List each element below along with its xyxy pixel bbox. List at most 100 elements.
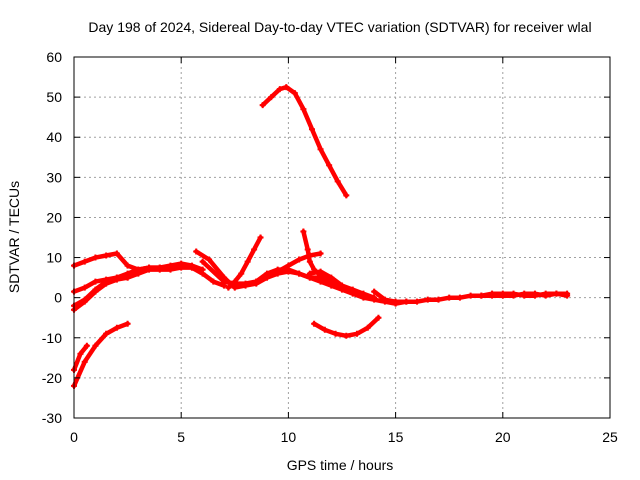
y-tick-label: -20 [42, 370, 62, 386]
data-point [306, 270, 313, 277]
x-tick-label: 10 [281, 429, 297, 445]
series-line [307, 269, 345, 288]
data-point [103, 280, 110, 287]
y-tick-label: 30 [46, 169, 62, 185]
data-point [259, 102, 266, 109]
data-point [392, 298, 399, 305]
data-point [317, 250, 324, 257]
x-tick-label: 0 [70, 429, 78, 445]
data-point [103, 252, 110, 259]
data-point [304, 246, 311, 253]
data-point [403, 298, 410, 305]
data-point [178, 264, 185, 271]
data-point [92, 342, 99, 349]
data-point [113, 324, 120, 331]
x-tick-label: 15 [388, 429, 404, 445]
data-point [257, 234, 264, 241]
data-point [83, 342, 90, 349]
data-point [188, 264, 195, 271]
data-point [328, 280, 335, 287]
y-axis-title: SDTVAR / TECUs [6, 181, 22, 293]
x-tick-label: 25 [602, 429, 618, 445]
data-point [92, 254, 99, 261]
data-point [274, 266, 281, 273]
data-point [113, 250, 120, 257]
data-point [354, 330, 361, 337]
axis-ticks: 0 5 10 15 20 25 -30 -20 -10 0 10 20 30 40 50 60 [42, 49, 618, 445]
y-tick-label: 10 [46, 250, 62, 266]
data-point [510, 292, 517, 299]
data-point [311, 320, 318, 327]
x-tick-label: 20 [495, 429, 511, 445]
data-point [456, 294, 463, 301]
data-point [81, 284, 88, 291]
data-point [263, 270, 270, 277]
data-point [300, 106, 307, 113]
data-point [531, 290, 538, 297]
data-point [242, 280, 249, 287]
data-point [81, 298, 88, 305]
series-arc-14 [311, 314, 382, 339]
data-point [210, 278, 217, 285]
data-point [414, 298, 421, 305]
data-point [92, 288, 99, 295]
data-point [199, 270, 206, 277]
data-point [300, 228, 307, 235]
data-point [478, 292, 485, 299]
data-point [81, 258, 88, 265]
y-tick-label: -30 [42, 410, 62, 426]
data-point [146, 266, 153, 273]
y-tick-label: -10 [42, 330, 62, 346]
data-point [221, 278, 228, 285]
data-point [326, 162, 333, 169]
data-point [360, 292, 367, 299]
data-point [306, 258, 313, 265]
data-point [489, 292, 496, 299]
data-point [244, 258, 251, 265]
y-tick-label: 60 [46, 49, 62, 65]
data-point [113, 276, 120, 283]
data-point [371, 288, 378, 295]
y-tick-label: 40 [46, 129, 62, 145]
data-point [332, 330, 339, 337]
data-point [371, 294, 378, 301]
grid-lines [74, 57, 610, 418]
data-point [317, 274, 324, 281]
data-point [435, 296, 442, 303]
data-point [424, 296, 431, 303]
data-point [364, 324, 371, 331]
data-point [321, 326, 328, 333]
x-axis-title: GPS time / hours [287, 457, 394, 473]
data-point [446, 294, 453, 301]
data-point [124, 320, 131, 327]
data-point [296, 270, 303, 277]
data-point [349, 288, 356, 295]
data-point [199, 258, 206, 265]
data-point [92, 278, 99, 285]
data-point [251, 246, 258, 253]
data-point [285, 266, 292, 273]
x-tick-label: 5 [177, 429, 185, 445]
data-point [381, 296, 388, 303]
data-point [343, 332, 350, 339]
data-point [296, 256, 303, 263]
data-point [375, 314, 382, 321]
data-point [193, 248, 200, 255]
y-tick-label: 0 [54, 290, 62, 306]
data-point [81, 358, 88, 365]
data-point [317, 146, 324, 153]
data-point [291, 90, 298, 97]
series-arc-9 [225, 234, 264, 291]
data-point [124, 274, 131, 281]
plot-frame [73, 56, 611, 419]
data-point [225, 284, 232, 291]
data-series [71, 84, 571, 389]
data-point [334, 178, 341, 185]
data-point [156, 266, 163, 273]
data-point [339, 282, 345, 289]
data-point [564, 292, 571, 299]
y-tick-label: 20 [46, 209, 62, 225]
data-point [276, 86, 283, 93]
data-point [467, 292, 474, 299]
